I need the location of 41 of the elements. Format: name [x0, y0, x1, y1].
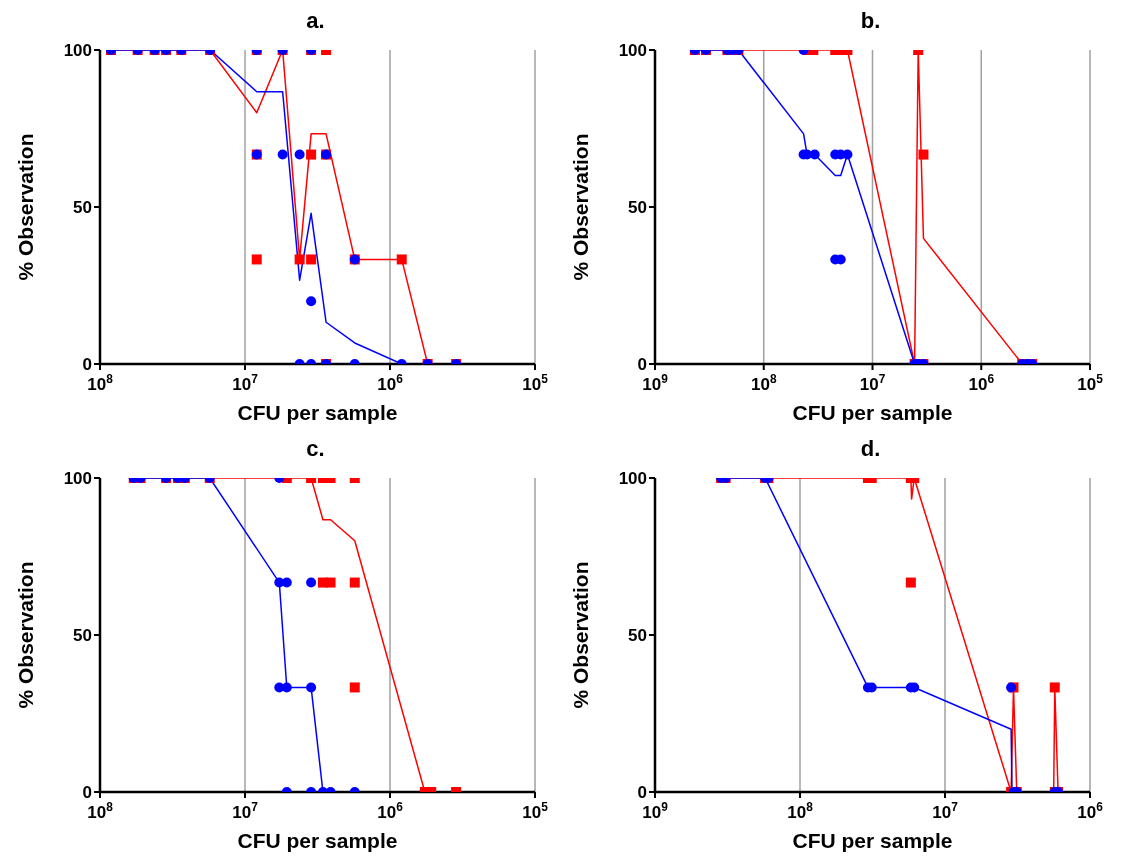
chart-title: d. — [859, 436, 882, 463]
x-axis-title: CFU per sample — [237, 401, 398, 424]
x-tick-label: 10$^{9}$ — [642, 800, 669, 822]
y-axis-title: % Observation — [14, 561, 38, 709]
y-tick-label: 100 — [63, 469, 92, 489]
y-axis-title: % Observation — [569, 561, 593, 709]
x-tick-label: 10$^{6}$ — [377, 372, 404, 394]
x-tick-label: 10$^{8}$ — [787, 800, 814, 822]
y-axis-title: % Observation — [569, 133, 593, 281]
x-tick-label: 10$^{8}$ — [750, 372, 777, 394]
y-tick-label: 0 — [637, 783, 647, 803]
y-tick-label: 50 — [628, 626, 647, 646]
x-tick-label: 10$^{6}$ — [968, 372, 995, 394]
y-tick-label: 50 — [73, 198, 92, 218]
x-tick-label: 10$^{7}$ — [932, 800, 959, 822]
chart-title: a. — [305, 8, 326, 35]
x-tick-label: 10$^{6}$ — [1077, 800, 1104, 822]
x-tick-label: 10$^{9}$ — [642, 372, 669, 394]
x-tick-label: 10$^{6}$ — [377, 800, 404, 822]
x-axis-title: CFU per sample — [792, 401, 953, 424]
x-tick-label: 10$^{5}$ — [522, 800, 549, 822]
x-tick-label: 10$^{8}$ — [87, 800, 114, 822]
x-axis-title: CFU per sample — [237, 829, 398, 852]
y-tick-label: 0 — [82, 355, 92, 375]
y-tick-label: 100 — [618, 469, 647, 489]
y-tick-label: 100 — [618, 41, 647, 61]
y-tick-label: 50 — [628, 198, 647, 218]
y-axis-title: % Observation — [14, 133, 38, 281]
x-tick-label: 10$^{5}$ — [1077, 372, 1104, 394]
y-tick-label: 0 — [82, 783, 92, 803]
y-tick-label: 0 — [637, 355, 647, 375]
x-tick-label: 10$^{7}$ — [859, 372, 886, 394]
chart-title: c. — [305, 436, 326, 463]
x-tick-label: 10$^{5}$ — [522, 372, 549, 394]
x-tick-label: 10$^{7}$ — [232, 372, 259, 394]
x-tick-label: 10$^{8}$ — [87, 372, 114, 394]
y-tick-label: 100 — [63, 41, 92, 61]
x-tick-label: 10$^{7}$ — [232, 800, 259, 822]
chart-title: b. — [859, 8, 882, 35]
y-tick-label: 50 — [73, 626, 92, 646]
x-axis-title: CFU per sample — [792, 829, 953, 852]
